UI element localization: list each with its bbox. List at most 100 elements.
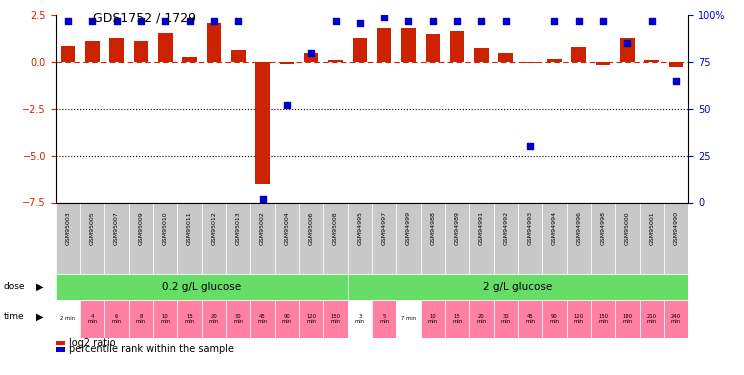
Bar [401,28,416,62]
Text: 15
min: 15 min [452,314,462,324]
Bar [469,202,493,274]
Bar [523,62,537,63]
Bar [56,274,347,300]
Text: GSM95006: GSM95006 [309,211,314,244]
Text: GSM94998: GSM94998 [600,211,606,245]
Point [62,18,74,24]
Point [573,18,585,24]
Bar [615,300,640,338]
Text: 120
min: 120 min [306,314,316,324]
Bar [182,57,197,62]
Point [378,14,390,20]
Point [184,18,196,24]
Text: log2 ratio: log2 ratio [69,338,115,348]
Text: 150
min: 150 min [598,314,608,324]
Point [135,18,147,24]
Point [330,18,341,24]
Text: GSM95007: GSM95007 [114,211,119,245]
Bar [420,202,445,274]
Bar [567,202,591,274]
Bar [104,202,129,274]
Bar [231,50,246,62]
Bar [304,54,318,62]
Bar [109,38,124,62]
Bar [372,202,397,274]
Text: 3
min: 3 min [355,314,365,324]
Text: GSM95010: GSM95010 [163,211,167,244]
Bar [353,39,367,62]
Text: 90
min: 90 min [282,314,292,324]
Text: 30
min: 30 min [501,314,511,324]
Bar [547,58,562,62]
Bar [426,34,440,62]
Text: GSM94991: GSM94991 [479,211,484,245]
Bar [450,31,464,62]
Text: GSM94996: GSM94996 [577,211,581,245]
Text: 2 min: 2 min [60,316,76,321]
Bar [445,300,469,338]
Text: GSM95011: GSM95011 [187,211,192,244]
Bar [299,202,324,274]
Bar [493,300,518,338]
Text: GSM95000: GSM95000 [625,211,630,244]
Bar [518,202,542,274]
Point [232,18,244,24]
Bar [640,300,664,338]
Bar [474,48,489,62]
Point [500,18,512,24]
Bar [347,274,688,300]
Bar [571,47,586,62]
Text: dose: dose [4,282,25,291]
Point [159,18,171,24]
Bar [664,202,688,274]
Text: GSM95001: GSM95001 [650,211,654,244]
Bar [56,300,80,338]
Bar [255,62,270,184]
Bar [420,300,445,338]
Text: GSM94990: GSM94990 [673,211,679,245]
Bar [226,300,251,338]
Point [646,18,658,24]
Text: GDS1752 / 1729: GDS1752 / 1729 [93,11,196,24]
Text: 8
min: 8 min [136,314,146,324]
Text: 5
min: 5 min [379,314,389,324]
Text: 180
min: 180 min [622,314,632,324]
Bar [377,28,391,62]
Bar [615,202,640,274]
Bar [591,202,615,274]
Bar [669,62,683,67]
Bar [129,300,153,338]
Bar [129,202,153,274]
Bar [518,300,542,338]
Bar [61,46,75,62]
Bar [275,300,299,338]
Bar [177,202,202,274]
Text: 210
min: 210 min [647,314,657,324]
Text: GSM94997: GSM94997 [382,211,387,245]
Text: 45
min: 45 min [257,314,268,324]
Text: 120
min: 120 min [574,314,584,324]
Point [305,50,317,55]
Text: percentile rank within the sample: percentile rank within the sample [69,345,234,354]
Text: 45
min: 45 min [525,314,535,324]
Text: GSM94988: GSM94988 [430,211,435,245]
Point [427,18,439,24]
Bar [542,202,567,274]
Bar [591,300,615,338]
Bar [445,202,469,274]
Point [597,18,609,24]
Bar [207,23,221,62]
Point [475,18,487,24]
Bar [80,300,104,338]
Bar [620,38,635,62]
Text: 6
min: 6 min [112,314,122,324]
Bar [134,41,148,62]
Bar [493,202,518,274]
Text: 10
min: 10 min [428,314,438,324]
Text: 15
min: 15 min [185,314,195,324]
Bar [299,300,324,338]
Text: GSM94995: GSM94995 [357,211,362,245]
Text: time: time [4,312,25,321]
Text: GSM95009: GSM95009 [138,211,144,245]
Point [525,143,536,149]
